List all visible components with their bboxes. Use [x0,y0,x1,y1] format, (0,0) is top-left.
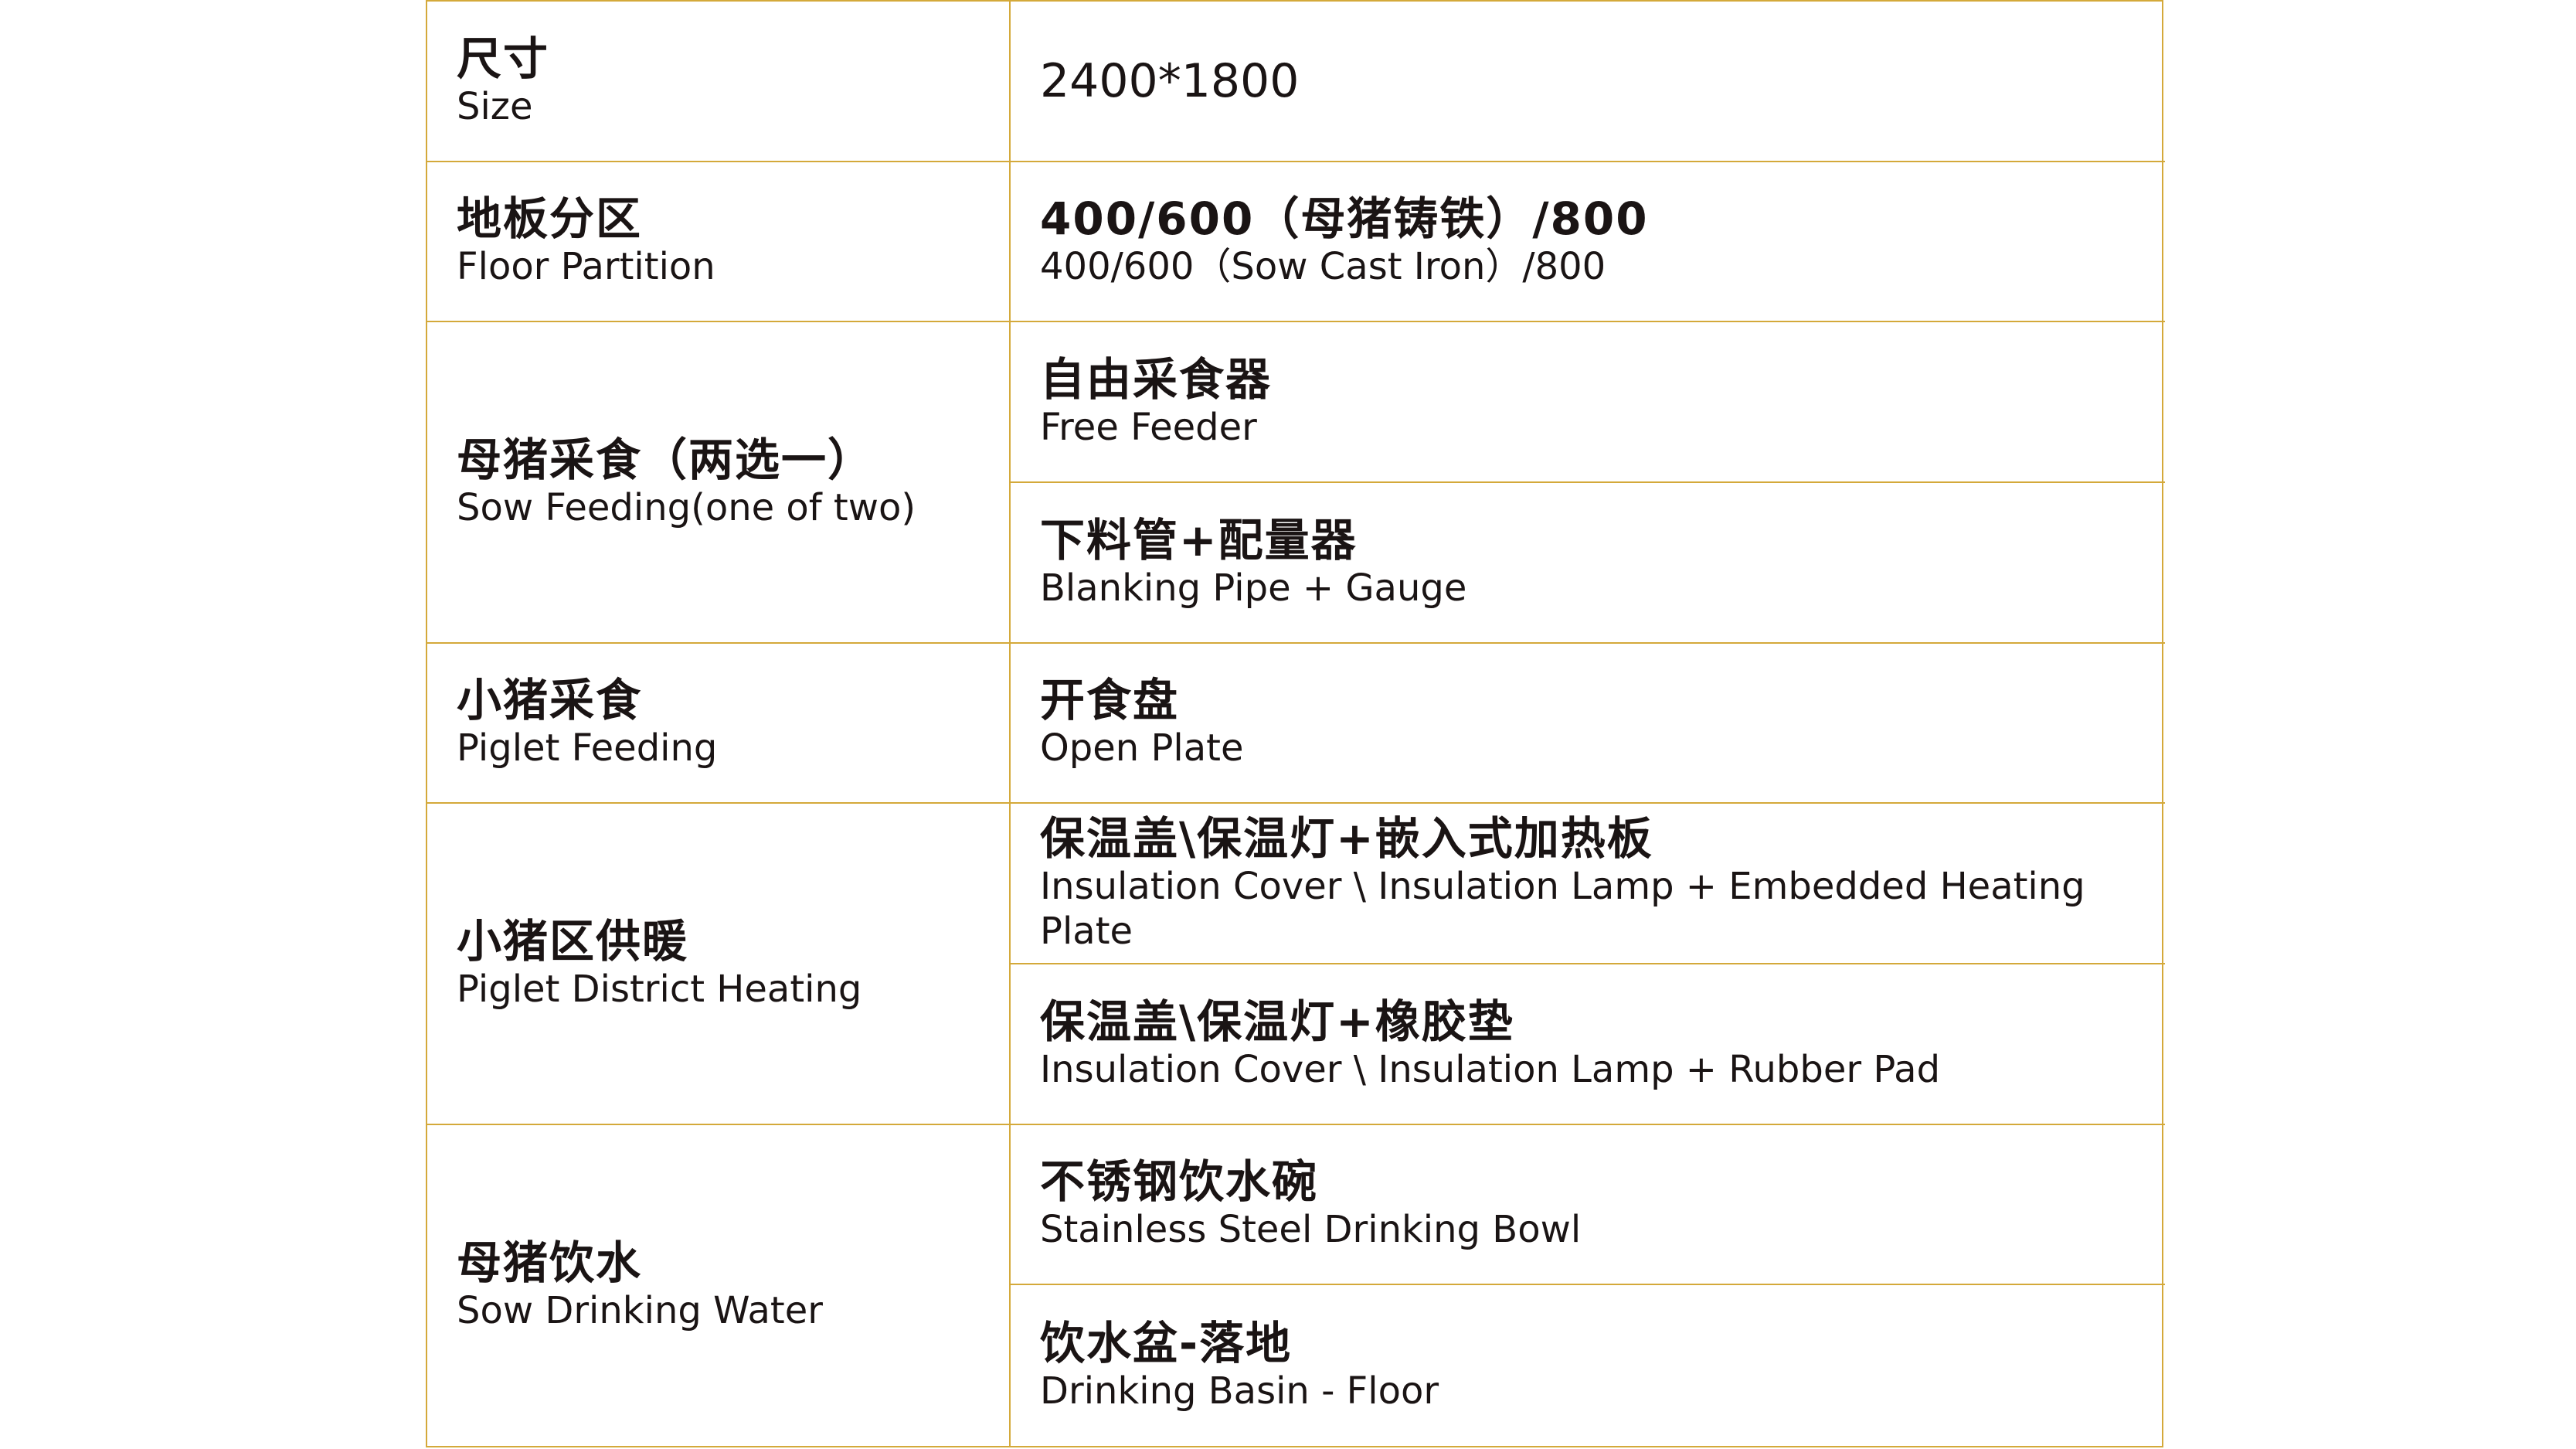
value-drinking-basin: 饮水盆-落地 Drinking Basin - Floor [1011,1285,2165,1446]
value-en: 400/600（Sow Cast Iron）/800 [1040,245,1606,289]
value-en: Open Plate [1040,726,1244,770]
label-zh: 尺寸 [457,32,550,85]
value-en: Free Feeder [1040,406,1257,450]
value-zh: 下料管+配量器 [1040,513,1358,566]
value-size: 2400*1800 [1011,2,2165,162]
label-zh: 小猪采食 [457,674,643,727]
value-drinking-bowl: 不锈钢饮水碗 Stainless Steel Drinking Bowl [1011,1125,2165,1286]
label-sow-drinking: 母猪饮水 Sow Drinking Water [427,1124,1011,1446]
value-en: Insulation Cover \ Insulation Lamp + Rub… [1040,1047,1941,1091]
spec-table: 尺寸 Size 2400*1800 地板分区 Floor Partition 4… [426,0,2165,1447]
label-zh: 母猪采食（两选一） [457,433,875,486]
value-en: Insulation Cover \ Insulation Lamp + Emb… [1040,865,2085,954]
label-zh: 母猪饮水 [457,1236,643,1290]
value-zh: 400/600（母猪铸铁）/800 [1040,192,1649,246]
label-floor-partition: 地板分区 Floor Partition [427,162,1011,323]
label-en: Piglet District Heating [457,967,862,1011]
label-piglet-heating: 小猪区供暖 Piglet District Heating [427,804,1011,1125]
value-blanking-pipe: 下料管+配量器 Blanking Pipe + Gauge [1011,483,2165,644]
value-zh: 自由采食器 [1040,353,1273,406]
label-sow-feeding: 母猪采食（两选一） Sow Feeding(one of two) [427,322,1011,644]
value-text: 2400*1800 [1040,53,1300,108]
value-zh: 饮水盆-落地 [1040,1317,1293,1370]
label-en: Size [457,84,533,128]
value-open-plate: 开食盘 Open Plate [1011,644,2165,804]
label-en: Sow Drinking Water [457,1289,823,1333]
value-en: Stainless Steel Drinking Bowl [1040,1208,1582,1252]
label-en: Floor Partition [457,245,715,289]
value-zh: 不锈钢饮水碗 [1040,1155,1319,1209]
label-en: Piglet Feeding [457,726,718,770]
value-zh: 开食盘 [1040,674,1180,727]
value-rubber-pad: 保温盖\保温灯+橡胶垫 Insulation Cover \ Insulatio… [1011,964,2165,1125]
value-en: Blanking Pipe + Gauge [1040,566,1467,610]
value-zh: 保温盖\保温灯+橡胶垫 [1040,995,1514,1048]
value-free-feeder: 自由采食器 Free Feeder [1011,322,2165,483]
value-en: Drinking Basin - Floor [1040,1369,1439,1413]
value-floor-partition: 400/600（母猪铸铁）/800 400/600（Sow Cast Iron）… [1011,162,2165,323]
value-heating-plate: 保温盖\保温灯+嵌入式加热板 Insulation Cover \ Insula… [1011,804,2165,964]
label-zh: 小猪区供暖 [457,914,689,968]
label-piglet-feeding: 小猪采食 Piglet Feeding [427,643,1011,804]
label-size: 尺寸 Size [427,2,1011,162]
label-en: Sow Feeding(one of two) [457,485,916,529]
label-zh: 地板分区 [457,192,643,246]
value-zh: 保温盖\保温灯+嵌入式加热板 [1040,812,1653,866]
